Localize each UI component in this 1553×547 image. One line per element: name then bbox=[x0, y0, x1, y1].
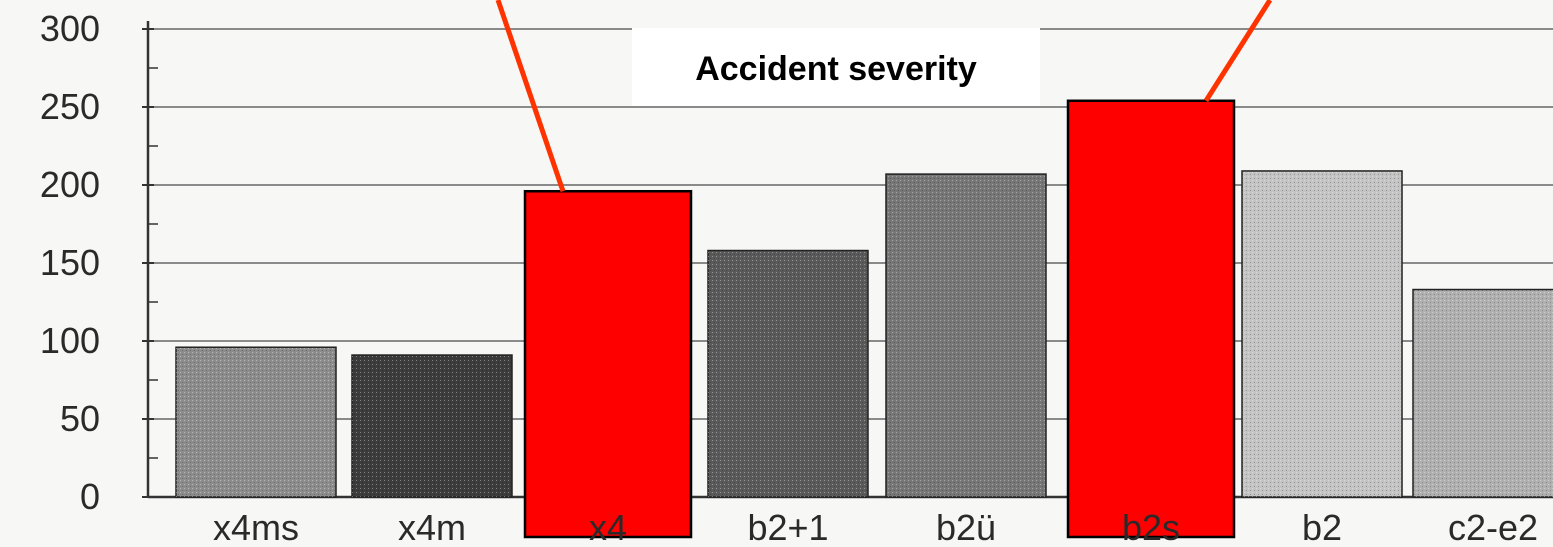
callout-line-b2s bbox=[1203, 0, 1273, 103]
title-box bbox=[632, 28, 1040, 106]
x-tick-label-x4ms: x4ms bbox=[213, 507, 299, 547]
bar-texture-b2 bbox=[1242, 170, 1402, 497]
y-tick-label: 200 bbox=[40, 164, 100, 205]
x-tick-label-b2s: b2s bbox=[1122, 507, 1180, 547]
x-tick-label-b2: b2 bbox=[1302, 507, 1342, 547]
bar-texture-x4m bbox=[352, 355, 512, 497]
callout-line-x4 bbox=[495, 0, 566, 193]
bar-x4-highlighted bbox=[523, 189, 693, 539]
y-tick-label: 300 bbox=[40, 8, 100, 49]
x-tick-label-b2ü: b2ü bbox=[936, 507, 996, 547]
chart-title: Accident severity bbox=[695, 50, 977, 88]
y-tick-label: 150 bbox=[40, 242, 100, 283]
bar-b2s-highlighted bbox=[1066, 99, 1236, 539]
bar-texture-x4ms bbox=[176, 347, 336, 497]
x-tick-label-x4: x4 bbox=[589, 507, 627, 547]
x-tick-label-x4m: x4m bbox=[398, 507, 466, 547]
y-tick-label: 250 bbox=[40, 86, 100, 127]
y-tick-label: 100 bbox=[40, 320, 100, 361]
y-tick-label: 0 bbox=[80, 476, 100, 517]
x-tick-label-b2+1: b2+1 bbox=[747, 507, 828, 547]
bar-texture-b2ü bbox=[886, 174, 1046, 497]
bar-texture-b2+1 bbox=[708, 250, 868, 497]
x-tick-label-c2-e2: c2-e2 bbox=[1448, 507, 1538, 547]
y-tick-label: 50 bbox=[60, 398, 100, 439]
bar-texture-c2-e2 bbox=[1413, 289, 1553, 497]
